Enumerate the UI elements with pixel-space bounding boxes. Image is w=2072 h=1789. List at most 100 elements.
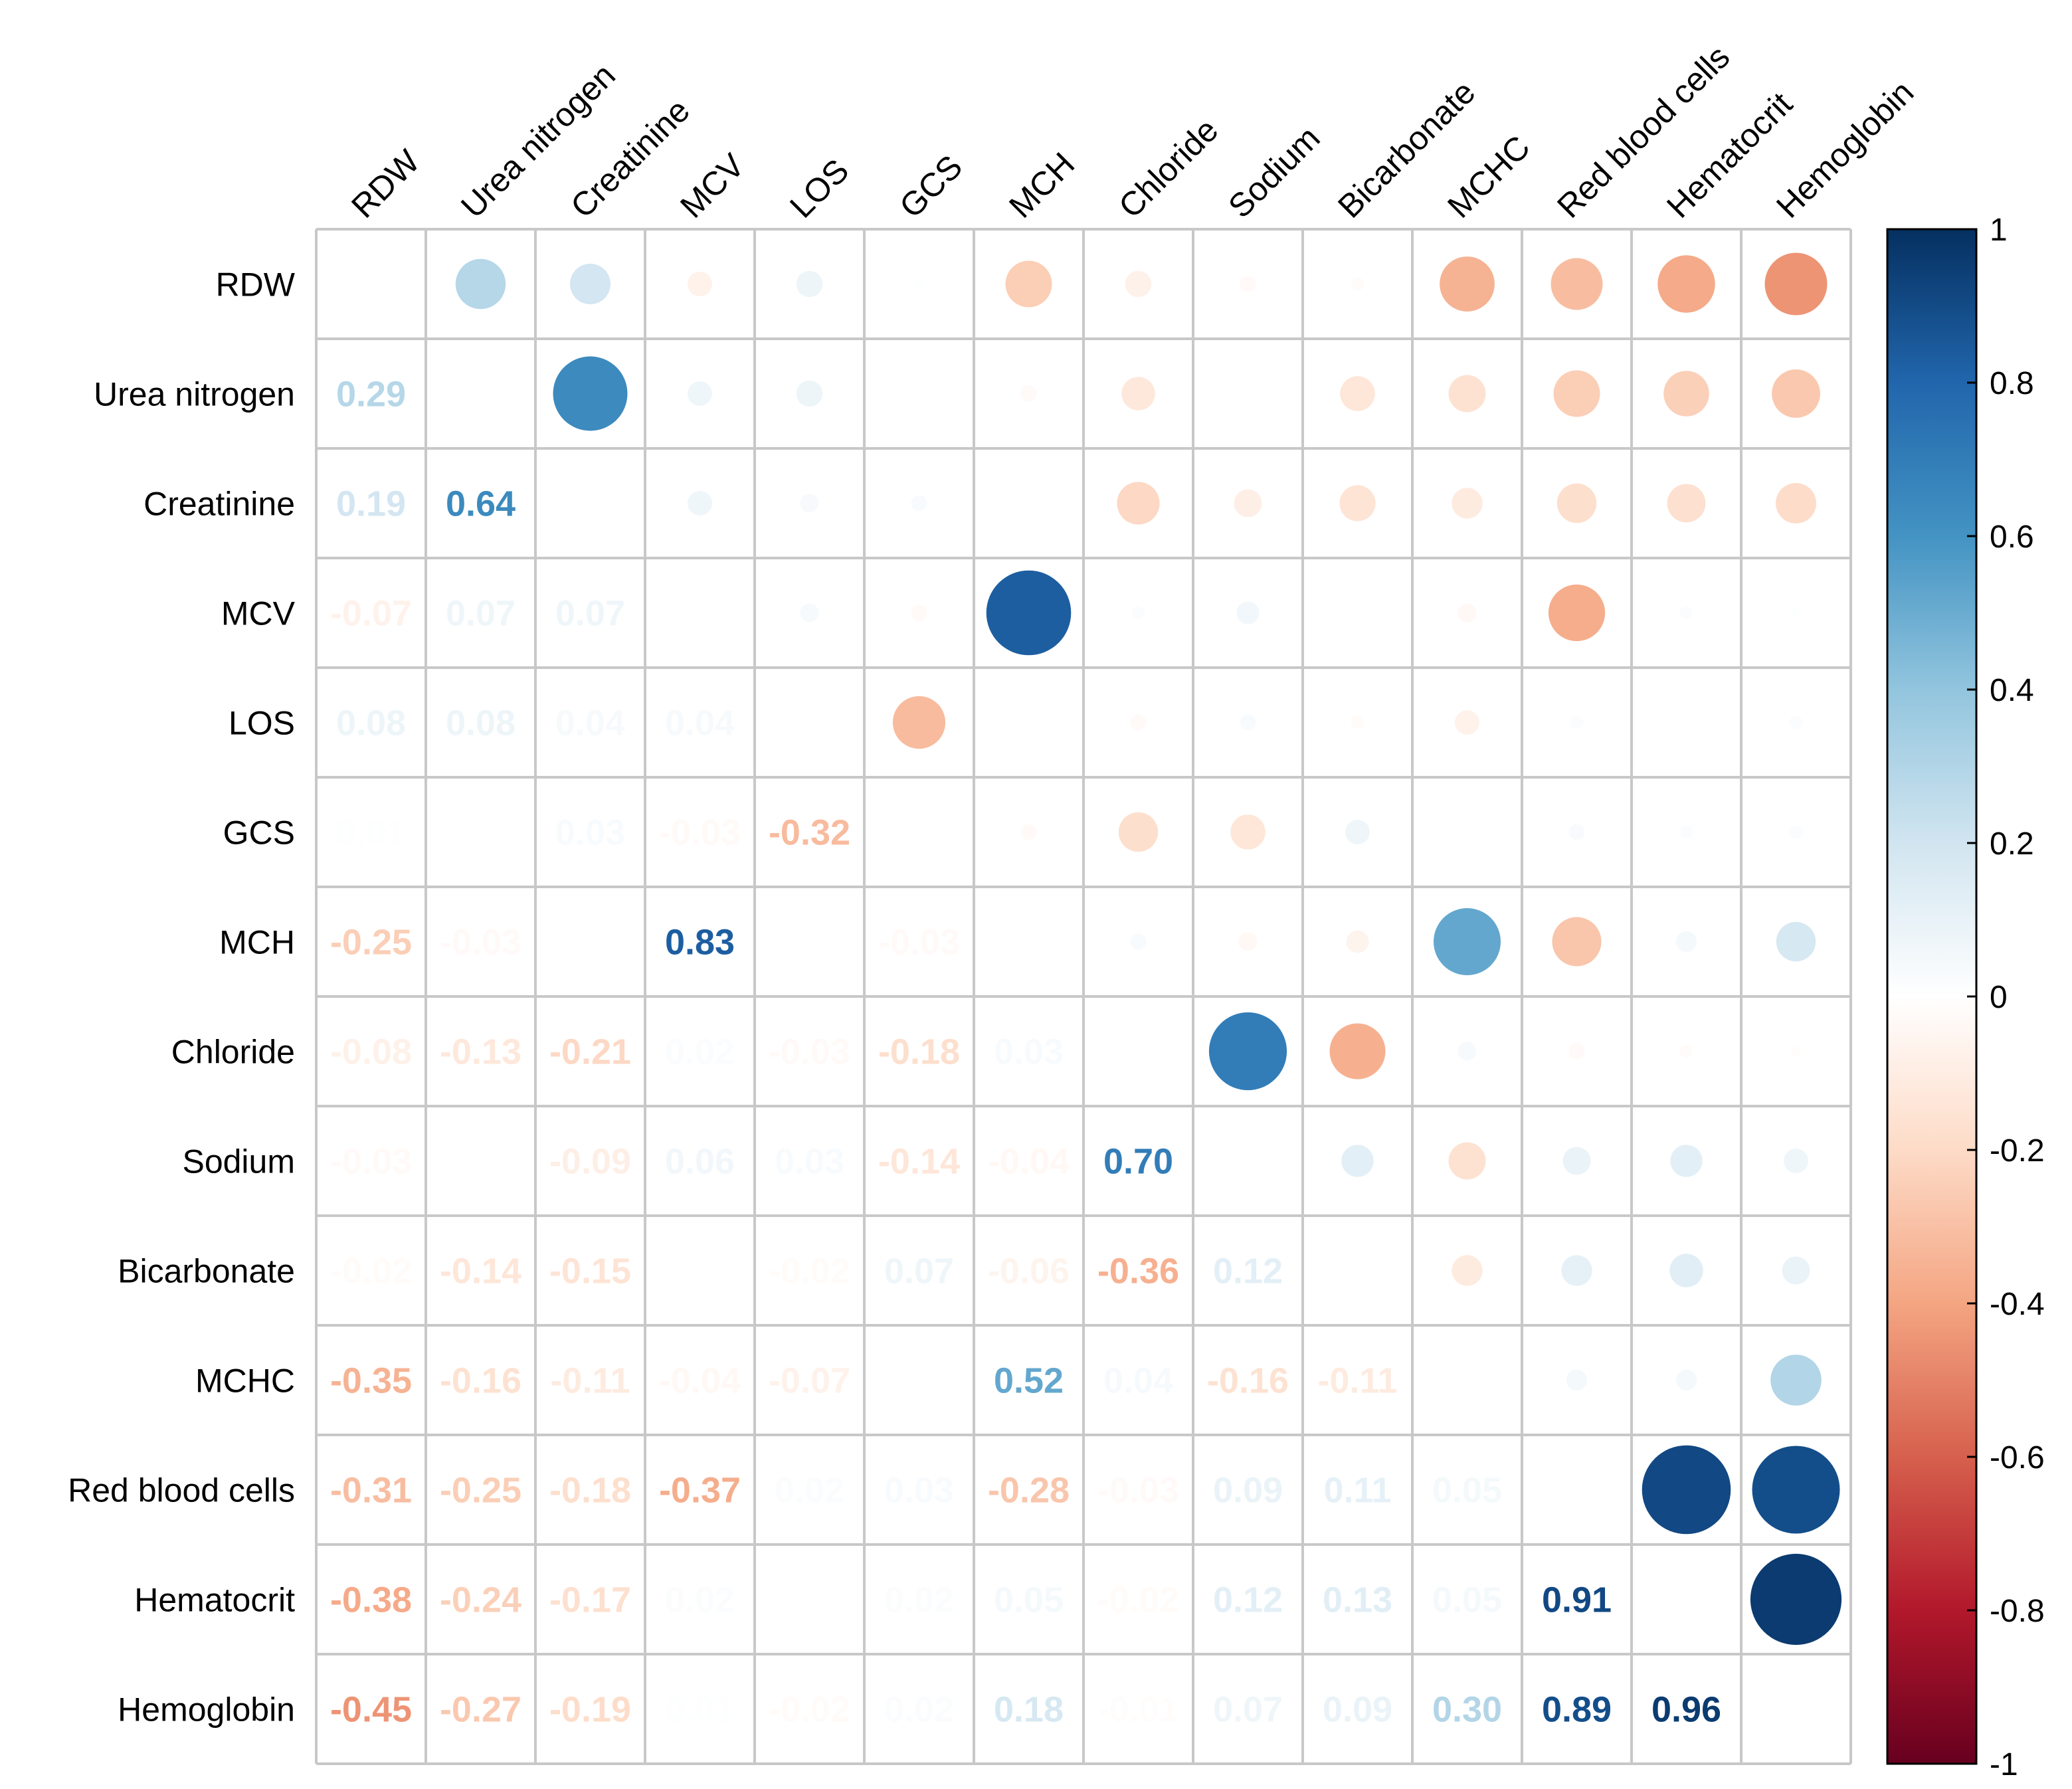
cell-value: 0.00 <box>775 1580 844 1620</box>
cell-value: 0.08 <box>446 704 516 743</box>
row-label: Sodium <box>182 1143 295 1180</box>
cell-circle <box>1452 488 1483 519</box>
cell-circle <box>688 272 712 296</box>
cell-value: 0.13 <box>1323 1580 1392 1620</box>
cell-value: -0.03 <box>1097 1471 1179 1511</box>
cell-value: -0.17 <box>549 1580 631 1620</box>
row-label: Hemoglobin <box>118 1691 295 1729</box>
cell-value: -0.07 <box>769 1361 850 1401</box>
cell-value: 0.03 <box>775 1142 844 1182</box>
cell-value: 0.70 <box>1103 1142 1173 1182</box>
cell-value: 0.30 <box>1432 1690 1502 1730</box>
colorbar-tick-label: 0 <box>1990 980 2008 1015</box>
cell-value: -0.18 <box>549 1471 631 1511</box>
cell-circle <box>1642 1445 1731 1535</box>
cell-value: 0.18 <box>994 1690 1064 1730</box>
cell-circle <box>1020 824 1037 840</box>
cell-value: -0.13 <box>440 1032 521 1072</box>
cell-circle <box>1770 1355 1822 1406</box>
cell-value: 0.02 <box>884 1580 954 1620</box>
cell-circle <box>1553 370 1600 417</box>
cell-value: -0.03 <box>440 923 521 963</box>
cell-value: 0.01 <box>665 1690 735 1730</box>
cell-circle <box>800 603 819 622</box>
colorbar-tick-label: -0.8 <box>1990 1594 2045 1629</box>
cell-circle <box>1448 1142 1486 1180</box>
colorbar-tick-label: -0.6 <box>1990 1440 2045 1475</box>
colorbar-gradient <box>1886 228 1978 1765</box>
cell-circle <box>1005 260 1052 308</box>
cell-circle <box>1679 825 1693 839</box>
cell-circle <box>688 491 712 516</box>
cell-value: -0.45 <box>330 1690 412 1730</box>
cell-circle <box>1341 1145 1374 1177</box>
cell-circle <box>1238 932 1258 951</box>
cell-value: -0.25 <box>440 1471 521 1511</box>
cell-value: -0.24 <box>440 1580 521 1620</box>
cell-value: -0.14 <box>440 1252 521 1291</box>
cell-value: 0.04 <box>555 704 625 743</box>
cell-circle <box>1130 714 1147 731</box>
cell-value: 0.08 <box>336 704 406 743</box>
cell-circle <box>796 270 823 298</box>
cell-circle <box>1670 1145 1703 1177</box>
cell-circle <box>1568 1043 1585 1060</box>
row-label: MCH <box>219 924 295 961</box>
cell-circle <box>1345 820 1370 844</box>
cell-circle <box>1551 258 1603 310</box>
cell-circle <box>1789 825 1803 839</box>
cell-value: -0.15 <box>549 1252 631 1291</box>
cell-circle <box>892 696 946 749</box>
colorbar-tick-label: -1 <box>1990 1747 2018 1782</box>
colorbar-tick-label: 0.4 <box>1990 673 2034 708</box>
column-label: Sodium <box>1221 119 1327 225</box>
cell-value: -0.04 <box>988 1142 1070 1182</box>
cell-circle <box>1791 1046 1801 1056</box>
cell-circle <box>1764 252 1828 316</box>
cell-value: 0.19 <box>336 484 406 524</box>
row-label: MCV <box>221 595 296 632</box>
cell-circle <box>1458 603 1477 622</box>
cell-circle <box>1772 369 1820 418</box>
cell-value: 0.05 <box>1432 1471 1502 1511</box>
row-label: Hematocrit <box>134 1582 295 1619</box>
cell-circle <box>1561 1255 1592 1286</box>
cell-circle <box>570 264 611 304</box>
cell-circle <box>1020 385 1037 402</box>
colorbar-tick-label: 1 <box>1990 213 2008 248</box>
column-label: LOS <box>783 151 856 225</box>
cell-value: -0.25 <box>330 923 412 963</box>
cell-value: 0.09 <box>1213 1471 1283 1511</box>
cell-circle <box>1117 482 1160 525</box>
cell-value: -0.28 <box>988 1471 1070 1511</box>
cell-value: 0.09 <box>1323 1690 1392 1730</box>
cell-value: 0.04 <box>1103 1361 1173 1401</box>
cell-value: 0.05 <box>1432 1580 1502 1620</box>
column-label: RDW <box>344 142 427 225</box>
cell-layer: 0.29 0.19 0.64 -0.07 0.07 0.07 0.08 0.08 0.04 0.0… <box>330 252 1842 1730</box>
cell-value: 0.01 <box>336 813 406 853</box>
cell-value: -0.18 <box>878 1032 960 1072</box>
row-label: LOS <box>229 705 295 742</box>
cell-circle <box>1452 1255 1483 1286</box>
cell-value: -0.02 <box>769 1690 850 1730</box>
cell-circle <box>1208 1012 1287 1091</box>
row-label: Bicarbonate <box>118 1253 295 1290</box>
cell-value: -0.11 <box>550 1361 630 1401</box>
colorbar: 1 0.8 0.6 0.4 0.2 0 -0.2 -0.4 -0.6 -0.8 -1 <box>1886 213 2045 1782</box>
cell-value: 0.03 <box>884 1471 954 1511</box>
cell-value: -0.02 <box>1097 1580 1179 1620</box>
cell-circle <box>1667 484 1706 523</box>
cell-value: -0.07 <box>330 594 412 634</box>
cell-value: 0.07 <box>446 594 516 634</box>
cell-value: 0.02 <box>665 1032 735 1072</box>
cell-circle <box>1552 917 1602 967</box>
row-label: RDW <box>216 266 296 304</box>
cell-value: 0.96 <box>1651 1690 1721 1730</box>
cell-circle <box>1776 921 1816 962</box>
cell-circle <box>1669 1254 1703 1287</box>
cell-value: -0.03 <box>878 923 960 963</box>
colorbar-tick-label: 0.2 <box>1990 826 2034 862</box>
colorbar-tick-label: 0.8 <box>1990 366 2034 401</box>
